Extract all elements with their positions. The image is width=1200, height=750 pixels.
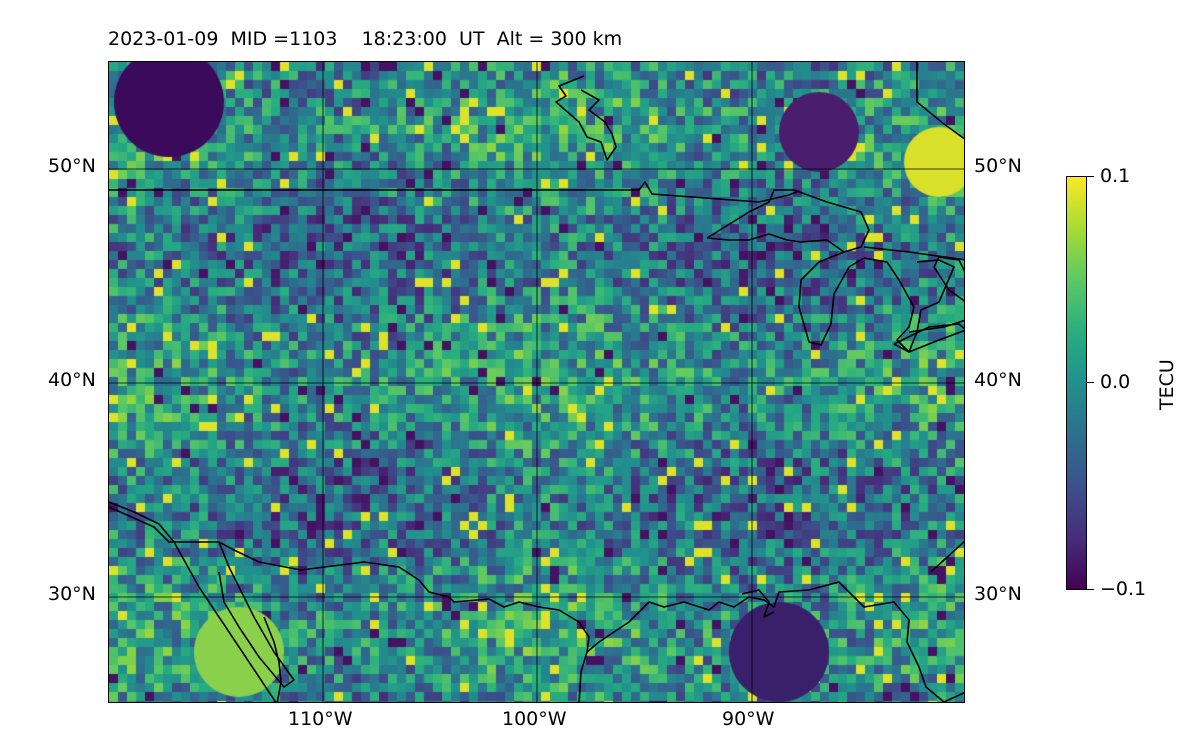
colorbar-title: TECU [1156, 359, 1178, 410]
lake-superior [706, 189, 870, 253]
colorbar-label-max: 0.1 [1100, 165, 1131, 187]
colorbar-tick-bottom [1087, 589, 1094, 590]
mexico-border [109, 506, 590, 702]
gulf-coast-texas [586, 581, 964, 702]
tec-map [108, 61, 965, 703]
lake-huron [863, 257, 955, 353]
lat-label-left-40n: 40°N [48, 369, 96, 391]
lake-ontario-east [908, 256, 964, 333]
lake-michigan [798, 251, 865, 346]
lat-label-right-40n: 40°N [974, 369, 1022, 391]
lon-label-90w: 90°W [722, 708, 775, 730]
colorbar-label-zero: 0.0 [1100, 371, 1131, 393]
east-shore-north [916, 62, 964, 140]
gulf-of-california [218, 541, 295, 688]
gridlines [109, 62, 964, 702]
florida-coast [930, 540, 964, 573]
us-canada-border [109, 181, 800, 203]
lon-label-100w: 100°W [502, 708, 567, 730]
baja-inner-coast [263, 616, 282, 702]
lon-label-110w: 110°W [288, 708, 353, 730]
colorbar-label-min: −0.1 [1100, 578, 1147, 600]
baja-coast [109, 501, 277, 702]
lat-label-left-50n: 50°N [48, 155, 96, 177]
lat-label-left-30n: 30°N [48, 583, 96, 605]
map-overlay [109, 62, 964, 702]
coastlines [109, 62, 964, 702]
lat-label-right-30n: 30°N [974, 583, 1022, 605]
colorbar-tick-top [1087, 176, 1094, 177]
colorbar-tick-mid [1087, 382, 1094, 383]
mississippi-delta [741, 589, 775, 618]
lake-erie-ontario [893, 323, 964, 353]
great-lakes-east-line [863, 246, 964, 261]
plot-title: 2023-01-09 MID =1103 18:23:00 UT Alt = 3… [108, 28, 623, 50]
lat-label-right-50n: 50°N [974, 155, 1022, 177]
colorbar [1066, 176, 1087, 590]
hudson-bay-shore [555, 75, 617, 161]
